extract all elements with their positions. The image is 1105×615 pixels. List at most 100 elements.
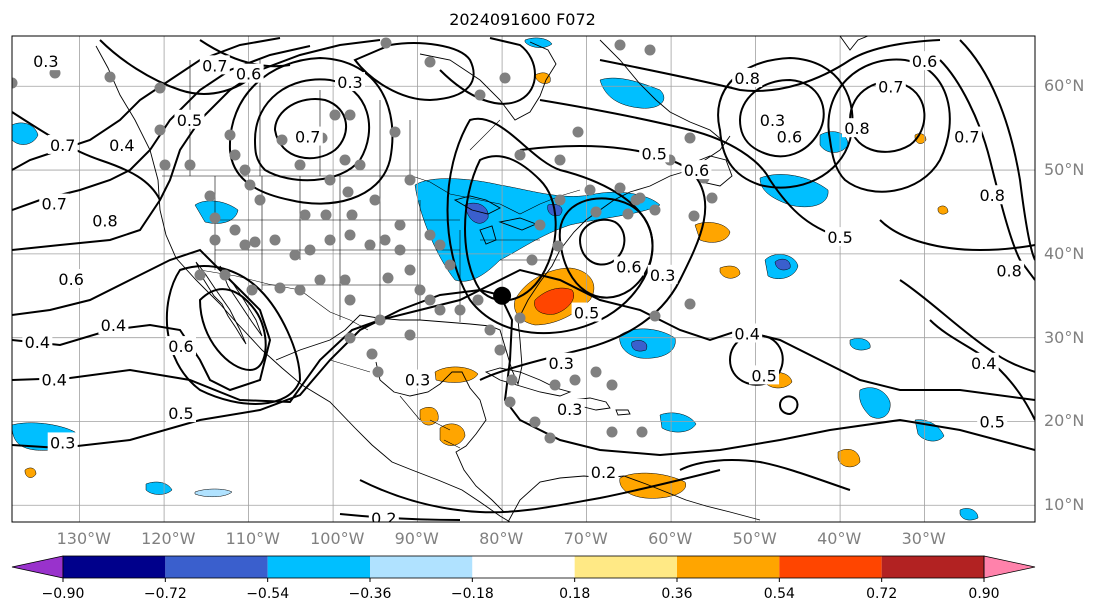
observation-dot — [454, 304, 466, 316]
contour-label: 0.4 — [971, 354, 996, 373]
contour-lines — [12, 37, 1035, 521]
contour-label: 0.3 — [557, 400, 582, 419]
contour-label-background — [909, 51, 940, 71]
observation-dot — [244, 179, 256, 191]
observation-dot — [590, 366, 602, 378]
contour-label-background — [30, 51, 61, 71]
contour-label-background — [977, 185, 1008, 205]
colorbar-tick-label: −0.36 — [348, 586, 392, 602]
contour-label: 0.6 — [616, 257, 641, 276]
observation-dot — [514, 149, 526, 161]
contour-label: 0.6 — [168, 337, 193, 356]
colorbar-tick-label: −0.54 — [246, 586, 290, 602]
map-frame — [11, 35, 1036, 523]
longitude-label: 50°W — [732, 529, 777, 548]
longitude-label: 80°W — [479, 529, 524, 548]
contour-label-background — [39, 193, 70, 213]
latitude-label: 30°N — [1044, 327, 1085, 347]
observation-dot — [159, 159, 171, 171]
observation-dot — [249, 236, 261, 248]
observation-dot — [320, 209, 332, 221]
contour-label: 0.2 — [591, 463, 616, 482]
contour-label: 0.4 — [734, 324, 759, 343]
observation-dot — [614, 39, 626, 51]
contour-label-background — [951, 126, 982, 146]
observation-dot — [474, 89, 486, 101]
yucatan-central-america — [375, 361, 505, 513]
map-title: 2024091600 F072 — [449, 10, 596, 29]
shaded-region — [914, 419, 945, 442]
contour-label: 0.4 — [25, 333, 50, 352]
observation-dot — [239, 164, 251, 176]
shaded-region — [937, 205, 949, 215]
shaded-region — [774, 258, 791, 271]
contour-label-background — [199, 55, 230, 75]
contour-label-background — [588, 461, 619, 481]
latitude-label: 60°N — [1044, 76, 1085, 96]
colorbar-tick-label: −0.18 — [450, 586, 494, 602]
longitude-label: 130°W — [56, 529, 111, 548]
colorbar-tick-label: 0.36 — [661, 586, 693, 602]
contour-label: 0.5 — [751, 366, 776, 385]
contour-label-background — [977, 411, 1008, 431]
longitude-label: 100°W — [310, 529, 365, 548]
observation-dot — [614, 182, 626, 194]
colorbar-segment — [574, 556, 677, 578]
observation-dot — [294, 159, 306, 171]
observation-dot — [254, 194, 266, 206]
contour-label-background — [47, 432, 78, 452]
colorbar-high-arrow — [983, 555, 1036, 579]
contour-label: 0.3 — [33, 52, 58, 71]
south-america-coast — [507, 475, 761, 522]
contour-label-background — [842, 118, 872, 138]
observation-dot — [344, 229, 356, 241]
shaded-region — [524, 37, 553, 48]
contour-label: 0.5 — [827, 228, 852, 247]
observation-dot — [472, 294, 484, 306]
observation-dot — [374, 314, 386, 326]
observation-dot — [394, 244, 406, 256]
observation-dot — [404, 329, 416, 341]
contour-label: 0.5 — [979, 412, 1004, 431]
observation-dot — [684, 298, 696, 310]
colorbar-segment — [63, 556, 166, 578]
contour-label-background — [571, 302, 602, 322]
observation-dot — [344, 109, 356, 121]
colorbar-tick-label: −0.90 — [41, 586, 85, 602]
observation-dot — [219, 269, 231, 281]
observation-dot — [552, 240, 564, 252]
observation-dot — [649, 310, 661, 322]
shaded-region — [534, 287, 574, 315]
shaded-region — [419, 407, 439, 426]
observation-dot — [534, 219, 546, 231]
colorbar-segment — [267, 556, 370, 578]
hudson-bay — [419, 41, 557, 121]
observation-dot — [276, 134, 288, 146]
observation-dot — [544, 432, 556, 444]
observation-dot — [584, 184, 596, 196]
contour-label: 0.2 — [371, 509, 396, 528]
observation-dot — [344, 332, 356, 344]
observation-dot — [404, 264, 416, 276]
shaded-region — [959, 508, 979, 521]
observation-dot — [204, 190, 216, 202]
contour-label: 0.5 — [641, 144, 666, 163]
observation-dot — [380, 37, 392, 49]
observation-dot — [634, 192, 646, 204]
contour-label-background — [233, 63, 264, 83]
observation-dot — [294, 284, 306, 296]
colorbar-segment — [881, 556, 984, 578]
observation-dot — [342, 186, 354, 198]
observation-dot — [372, 366, 384, 378]
contour-label: 0.8 — [734, 69, 759, 88]
contour-label: 0.8 — [996, 262, 1021, 281]
mexico-central-america-borders — [329, 359, 461, 449]
colorbar — [11, 555, 1036, 582]
shaded-region — [859, 387, 891, 419]
observation-dot — [529, 416, 541, 428]
shaded-region — [599, 77, 665, 109]
contour-label-background — [56, 269, 87, 289]
contour-label-background — [39, 369, 70, 389]
observation-dot — [344, 294, 356, 306]
observation-dot — [269, 234, 281, 246]
